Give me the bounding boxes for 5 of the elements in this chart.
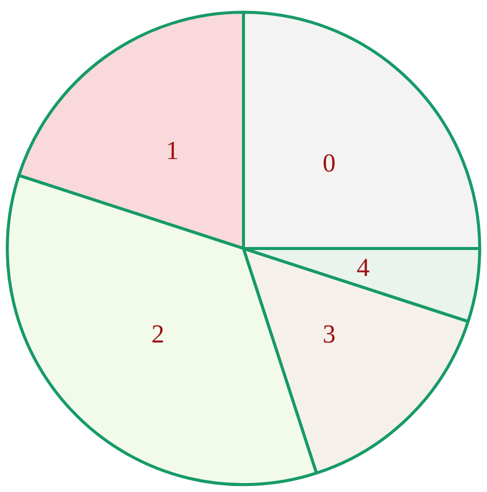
slice-label: 2 <box>151 320 164 349</box>
slice-label: 4 <box>356 252 370 282</box>
slice-label: 3 <box>322 320 336 349</box>
slice-label: 0 <box>322 148 336 178</box>
slice-label: 1 <box>166 136 179 165</box>
